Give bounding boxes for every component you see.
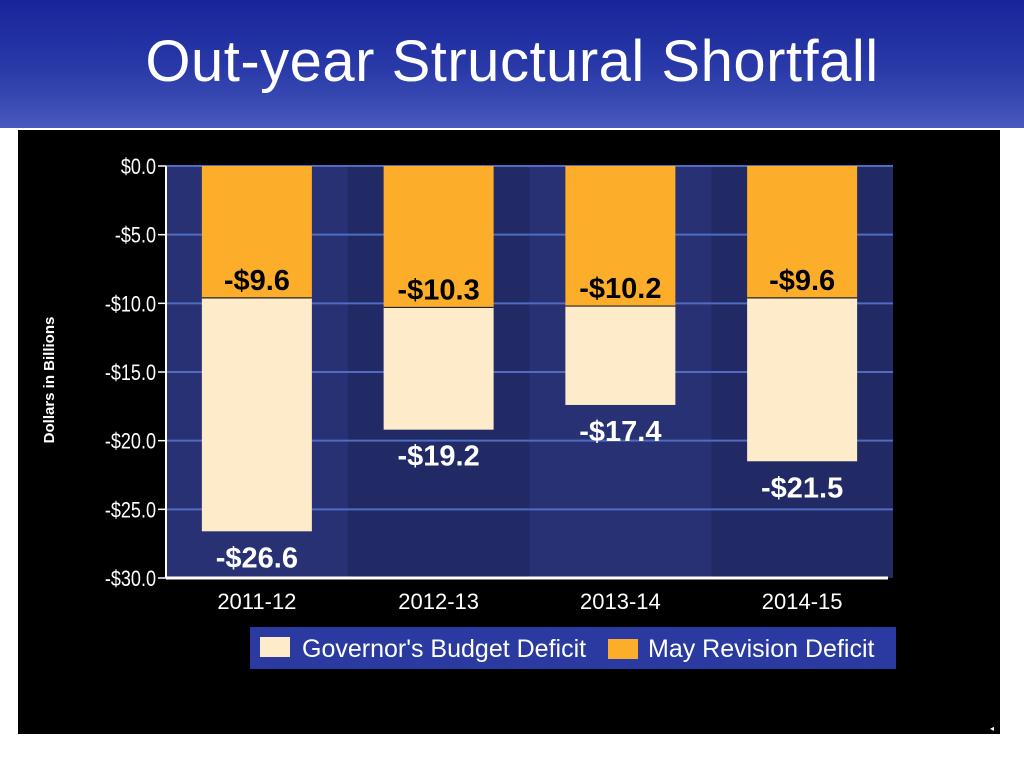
- bar-governors-budget: [383, 307, 494, 430]
- legend-label-may-revision: May Revision Deficit: [648, 635, 875, 663]
- bar-may-revision: [201, 166, 312, 298]
- deficit-chart: $0.0 -$5.0 -$10.0 -$15.0 -$20.0 -$25.0 -$30.0 D…: [41, 155, 896, 669]
- bar-governors-budget: [565, 306, 676, 405]
- legend-box: [250, 627, 896, 669]
- slide-title: Out-year Structural Shortfall: [145, 29, 879, 94]
- legend-swatch-may-revision: [608, 639, 638, 659]
- bar-governors-budget: [201, 297, 312, 532]
- y-axis-title: Dollars in Billions: [41, 317, 58, 444]
- x-category-label: 2011-12: [217, 589, 296, 614]
- bar-may-revision: [747, 166, 858, 298]
- data-label-may-revision: -$9.6: [769, 265, 835, 297]
- chart-frame: $0.0 -$5.0 -$10.0 -$15.0 -$20.0 -$25.0 -$30.0 D…: [18, 130, 1000, 734]
- y-tick-label: -$25.0: [105, 499, 156, 523]
- data-label-may-revision: -$10.2: [579, 273, 661, 305]
- data-label-governors-budget: -$19.2: [398, 441, 480, 473]
- data-label-governors-budget: -$26.6: [216, 542, 298, 574]
- y-tick-label: -$5.0: [115, 224, 156, 248]
- x-category-label: 2014-15: [762, 589, 843, 614]
- bar-governors-budget: [747, 297, 858, 462]
- data-label-governors-budget: -$17.4: [579, 416, 661, 448]
- bar-may-revision: [565, 166, 676, 307]
- data-label-may-revision: -$10.3: [398, 274, 480, 306]
- x-category-label: 2013-14: [580, 589, 661, 614]
- slide-corner-mark: ◂: [990, 724, 995, 733]
- y-tick-label: -$30.0: [105, 567, 156, 591]
- y-tick-label: -$20.0: [105, 430, 156, 454]
- legend-swatch-governors-budget: [260, 637, 290, 657]
- data-label-may-revision: -$9.6: [224, 265, 290, 297]
- y-tick-label: -$15.0: [105, 361, 156, 385]
- bar-may-revision: [383, 166, 494, 308]
- y-tick-label: -$10.0: [105, 293, 156, 317]
- data-label-governors-budget: -$21.5: [761, 472, 843, 504]
- x-category-label: 2012-13: [398, 589, 479, 614]
- title-band: Out-year Structural Shortfall: [0, 0, 1024, 128]
- y-tick-label: $0.0: [121, 155, 156, 179]
- legend-label-governors-budget: Governor's Budget Deficit: [302, 635, 586, 663]
